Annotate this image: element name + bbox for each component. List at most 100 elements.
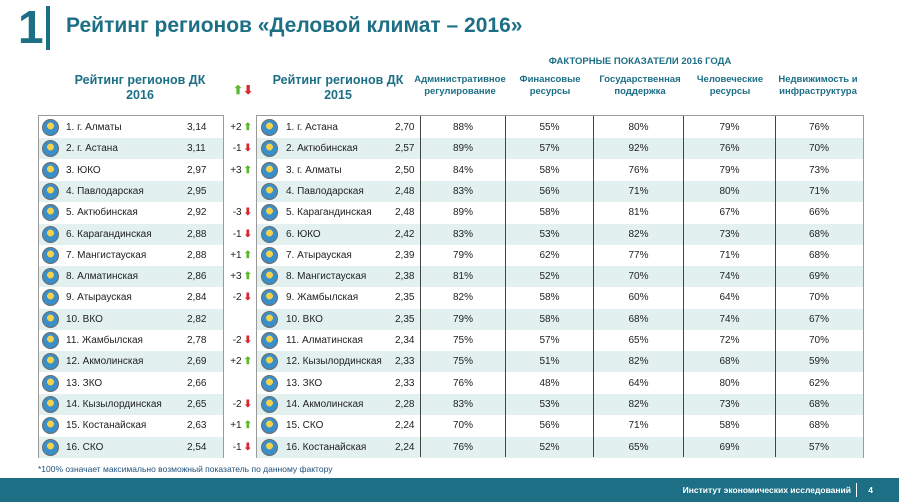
region-name-2015: 14. Акмолинская: [286, 399, 364, 410]
footer-divider: [856, 483, 857, 497]
region-emblem-icon: [261, 332, 278, 349]
score-2016: 2,84: [187, 292, 207, 303]
score-2015: 2,48: [395, 186, 415, 197]
arrows-header: ⬆⬇: [233, 83, 253, 97]
realty-value: 62%: [808, 378, 829, 389]
admin-value: 79%: [452, 314, 473, 325]
region-name-2016: 10. ВКО: [66, 314, 103, 325]
rank-change-value: +3: [230, 271, 242, 282]
region-name-2015: 5. Карагандинская: [286, 207, 372, 218]
slide-number-bar: [46, 6, 50, 50]
region-name-2015: 8. Мангистауская: [286, 271, 367, 282]
slide-number: 1: [18, 1, 44, 53]
score-2016: 2,86: [187, 271, 207, 282]
col-header-rating-2016: Рейтинг регионов ДК 2016: [74, 73, 206, 102]
region-emblem-icon: [261, 375, 278, 392]
region-name-2015: 15. СКО: [286, 420, 324, 431]
region-name-2016: 2. г. Астана: [66, 143, 118, 154]
region-name-2015: 3. г. Алматы: [286, 165, 342, 176]
table-row-2016: 8. Алматинская 2,86: [39, 266, 223, 287]
score-2016: 2,69: [187, 356, 207, 367]
rank-change: +2 ⬆: [222, 117, 252, 138]
finance-value: 57%: [539, 143, 560, 154]
admin-value: 75%: [452, 356, 473, 367]
footer-bar: Институт экономических исследований 4: [0, 478, 899, 502]
admin-value: 76%: [452, 378, 473, 389]
table-row-2016: 11. Жамбылская 2,78: [39, 330, 223, 351]
table-row-2016: 15. Костанайская 2,63: [39, 415, 223, 436]
arrow-up-icon: ⬆: [243, 271, 252, 282]
rank-change: -3 ⬇: [222, 202, 252, 223]
rank-change-value: +1: [230, 420, 242, 431]
table-row-2015: 6. ЮКО 2,42 83% 53% 82% 73% 68%: [257, 224, 863, 245]
table-row-2015: 13. ЗКО 2,33 76% 48% 64% 80% 62%: [257, 373, 863, 394]
region-emblem-icon: [42, 353, 59, 370]
rank-change: +1 ⬆: [222, 415, 252, 436]
arrow-down-icon: ⬇: [243, 229, 252, 240]
table-row-2015: 2. Актюбинская 2,57 89% 57% 92% 76% 70%: [257, 138, 863, 159]
region-emblem-icon: [42, 375, 59, 392]
admin-value: 75%: [452, 335, 473, 346]
region-name-2015: 1. г. Астана: [286, 122, 338, 133]
admin-value: 83%: [452, 229, 473, 240]
human-value: 80%: [719, 378, 740, 389]
score-2015: 2,35: [395, 314, 415, 325]
finance-value: 53%: [539, 399, 560, 410]
rank-change: +3 ⬆: [222, 266, 252, 287]
gov-value: 60%: [628, 292, 649, 303]
rank-change-value: -1: [232, 442, 242, 453]
human-value: 68%: [719, 356, 740, 367]
score-2016: 2,78: [187, 335, 207, 346]
arrow-up-icon: ⬆: [233, 83, 244, 97]
arrow-down-icon: ⬇: [243, 207, 252, 218]
admin-value: 83%: [452, 399, 473, 410]
realty-value: 57%: [808, 442, 829, 453]
human-value: 79%: [719, 122, 740, 133]
region-emblem-icon: [261, 204, 278, 221]
region-emblem-icon: [261, 396, 278, 413]
realty-value: 68%: [808, 250, 829, 261]
human-value: 72%: [719, 335, 740, 346]
region-emblem-icon: [261, 247, 278, 264]
admin-value: 88%: [452, 122, 473, 133]
region-emblem-icon: [261, 140, 278, 157]
region-name-2016: 7. Мангистауская: [66, 250, 147, 261]
finance-value: 58%: [539, 314, 560, 325]
table-row-2016: 12. Акмолинская 2,69: [39, 351, 223, 372]
finance-value: 62%: [539, 250, 560, 261]
region-name-2016: 15. Костанайская: [66, 420, 147, 431]
table-row-2015: 12. Кызылординская 2,33 75% 51% 82% 68% 59%: [257, 351, 863, 372]
region-name-2015: 11. Алматинская: [286, 335, 363, 346]
region-name-2015: 7. Атырауская: [286, 250, 352, 261]
table-row-2015: 7. Атырауская 2,39 79% 62% 77% 71% 68%: [257, 245, 863, 266]
score-2015: 2,33: [395, 378, 415, 389]
finance-value: 57%: [539, 335, 560, 346]
realty-value: 68%: [808, 229, 829, 240]
human-value: 64%: [719, 292, 740, 303]
arrow-down-icon: ⬇: [243, 83, 254, 97]
region-emblem-icon: [42, 226, 59, 243]
table-row-2016: 2. г. Астана 3,11: [39, 138, 223, 159]
rank-change: -1 ⬇: [222, 224, 252, 245]
region-emblem-icon: [42, 439, 59, 456]
human-value: 74%: [719, 314, 740, 325]
finance-value: 52%: [539, 271, 560, 282]
admin-value: 79%: [452, 250, 473, 261]
finance-value: 55%: [539, 122, 560, 133]
realty-value: 68%: [808, 399, 829, 410]
gov-value: 76%: [628, 165, 649, 176]
column-divider: [775, 116, 776, 457]
gov-value: 82%: [628, 229, 649, 240]
admin-value: 89%: [452, 207, 473, 218]
rank-change-value: -1: [232, 143, 242, 154]
table-row-2015: 4. Павлодарская 2,48 83% 56% 71% 80% 71%: [257, 181, 863, 202]
table-row-2016: 13. ЗКО 2,66: [39, 373, 223, 394]
region-name-2016: 9. Атырауская: [66, 292, 132, 303]
rank-change-value: -2: [232, 292, 242, 303]
region-name-2015: 9. Жамбылская: [286, 292, 359, 303]
table-row-2015: 11. Алматинская 2,34 75% 57% 65% 72% 70%: [257, 330, 863, 351]
region-emblem-icon: [261, 417, 278, 434]
rank-change-value: +2: [230, 356, 242, 367]
region-emblem-icon: [42, 183, 59, 200]
gov-value: 68%: [628, 314, 649, 325]
